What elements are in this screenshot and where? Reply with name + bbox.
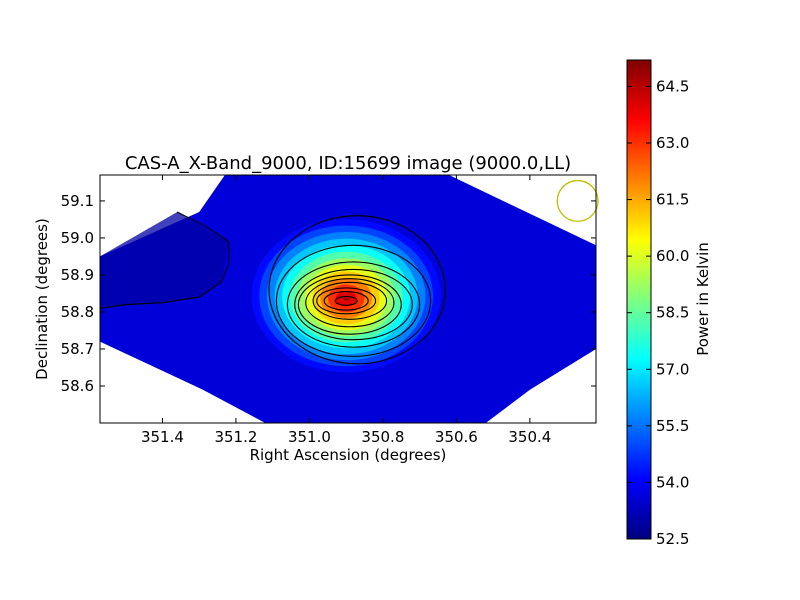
contour-line <box>334 295 358 306</box>
plot-frame <box>99 174 597 424</box>
y-tick-label: 58.6 <box>61 377 94 395</box>
low-contour-line <box>100 211 230 309</box>
contour-line <box>268 215 446 365</box>
colorbar-tick-label: 61.5 <box>656 191 689 209</box>
x-tick-label: 351.0 <box>288 428 331 446</box>
colorbar-tick-label: 55.5 <box>656 417 689 435</box>
colorbar-tick-label: 57.0 <box>656 360 689 378</box>
plot-area: 351.4 351.2 351.0 350.8 350.6 350.4 58.658.75… <box>61 174 599 446</box>
colorbar-tick-label: 64.5 <box>656 77 689 95</box>
y-axis-label: Declination (degrees) <box>33 218 51 380</box>
colorbar-frame <box>626 59 652 540</box>
dark-region <box>100 212 229 309</box>
colorbar-tick-label: 52.5 <box>656 530 689 548</box>
y-axis-ticks: 58.6 58.7 58.8 58.9 59.0 59.1 <box>61 192 596 395</box>
colorbar-tick-label: 54.0 <box>656 473 689 491</box>
colorbar-tick-label: 63.0 <box>656 134 689 152</box>
x-tick-label: 351.2 <box>214 428 257 446</box>
contour-line <box>305 278 395 328</box>
colorbar-label: Power in Kelvin <box>694 242 712 356</box>
colorbar-gradient <box>627 60 651 539</box>
x-axis-ticks: 351.4 351.2 351.0 350.8 350.6 350.4 <box>141 175 551 446</box>
contour-line <box>312 281 388 320</box>
y-tick-label: 58.8 <box>61 303 94 321</box>
x-axis-label: Right Ascension (degrees) <box>250 446 447 464</box>
contour-line <box>323 291 369 311</box>
colorbar-ticks: 52.5 54.0 55.5 57.0 58.5 60.0 61.5 63.0 64.5 <box>627 77 689 548</box>
x-tick-label: 351.4 <box>141 428 184 446</box>
contour-line <box>316 287 377 315</box>
y-tick-label: 58.9 <box>61 266 94 284</box>
contour-line <box>275 244 432 357</box>
x-tick-label: 350.6 <box>435 428 478 446</box>
y-tick-label: 59.1 <box>61 192 94 210</box>
x-tick-label: 350.4 <box>508 428 551 446</box>
chart-title: CAS-A_X-Band_9000, ID:15699 image (9000.… <box>125 153 571 174</box>
y-tick-label: 58.7 <box>61 340 94 358</box>
colorbar-tick-label: 60.0 <box>656 247 689 265</box>
contour-line <box>286 261 421 348</box>
colorbar-tick-label: 58.5 <box>656 304 689 322</box>
beam-circle <box>556 179 599 222</box>
colorbar: 52.5 54.0 55.5 57.0 58.5 60.0 61.5 63.0 64.5 Pow… <box>626 59 712 548</box>
contour-line <box>294 268 413 341</box>
contour-line <box>297 274 402 335</box>
y-tick-label: 59.0 <box>61 229 94 247</box>
source-level <box>343 297 350 301</box>
contour-lines <box>100 211 446 365</box>
x-tick-label: 350.8 <box>361 428 404 446</box>
